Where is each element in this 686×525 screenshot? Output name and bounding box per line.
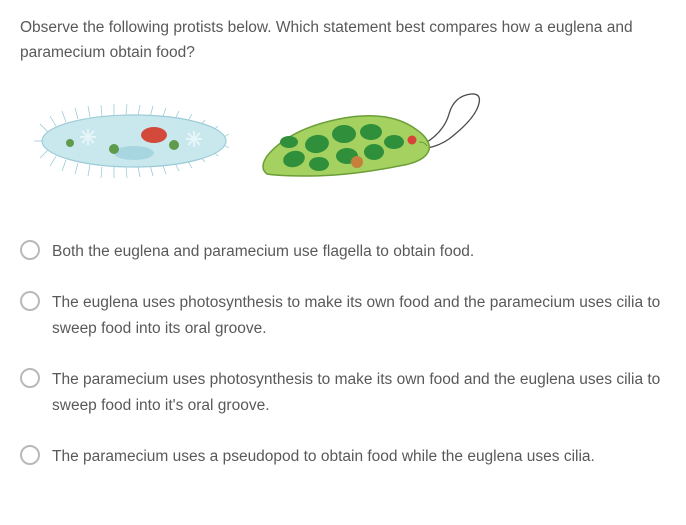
option-3[interactable]: The paramecium uses photosynthesis to ma… [20,367,666,418]
option-label: The euglena uses photosynthesis to make … [52,290,666,341]
euglena-illustration [249,84,489,199]
radio-icon[interactable] [20,445,40,465]
radio-icon[interactable] [20,240,40,260]
radio-icon[interactable] [20,291,40,311]
option-label: The paramecium uses photosynthesis to ma… [52,367,666,418]
option-2[interactable]: The euglena uses photosynthesis to make … [20,290,666,341]
protist-images [20,84,666,199]
option-1[interactable]: Both the euglena and paramecium use flag… [20,239,666,265]
option-4[interactable]: The paramecium uses a pseudopod to obtai… [20,444,666,470]
paramecium-illustration [26,97,241,185]
radio-icon[interactable] [20,368,40,388]
question-prompt: Observe the following protists below. Wh… [20,16,666,66]
answer-options: Both the euglena and paramecium use flag… [20,239,666,470]
option-label: The paramecium uses a pseudopod to obtai… [52,444,666,470]
option-label: Both the euglena and paramecium use flag… [52,239,666,265]
